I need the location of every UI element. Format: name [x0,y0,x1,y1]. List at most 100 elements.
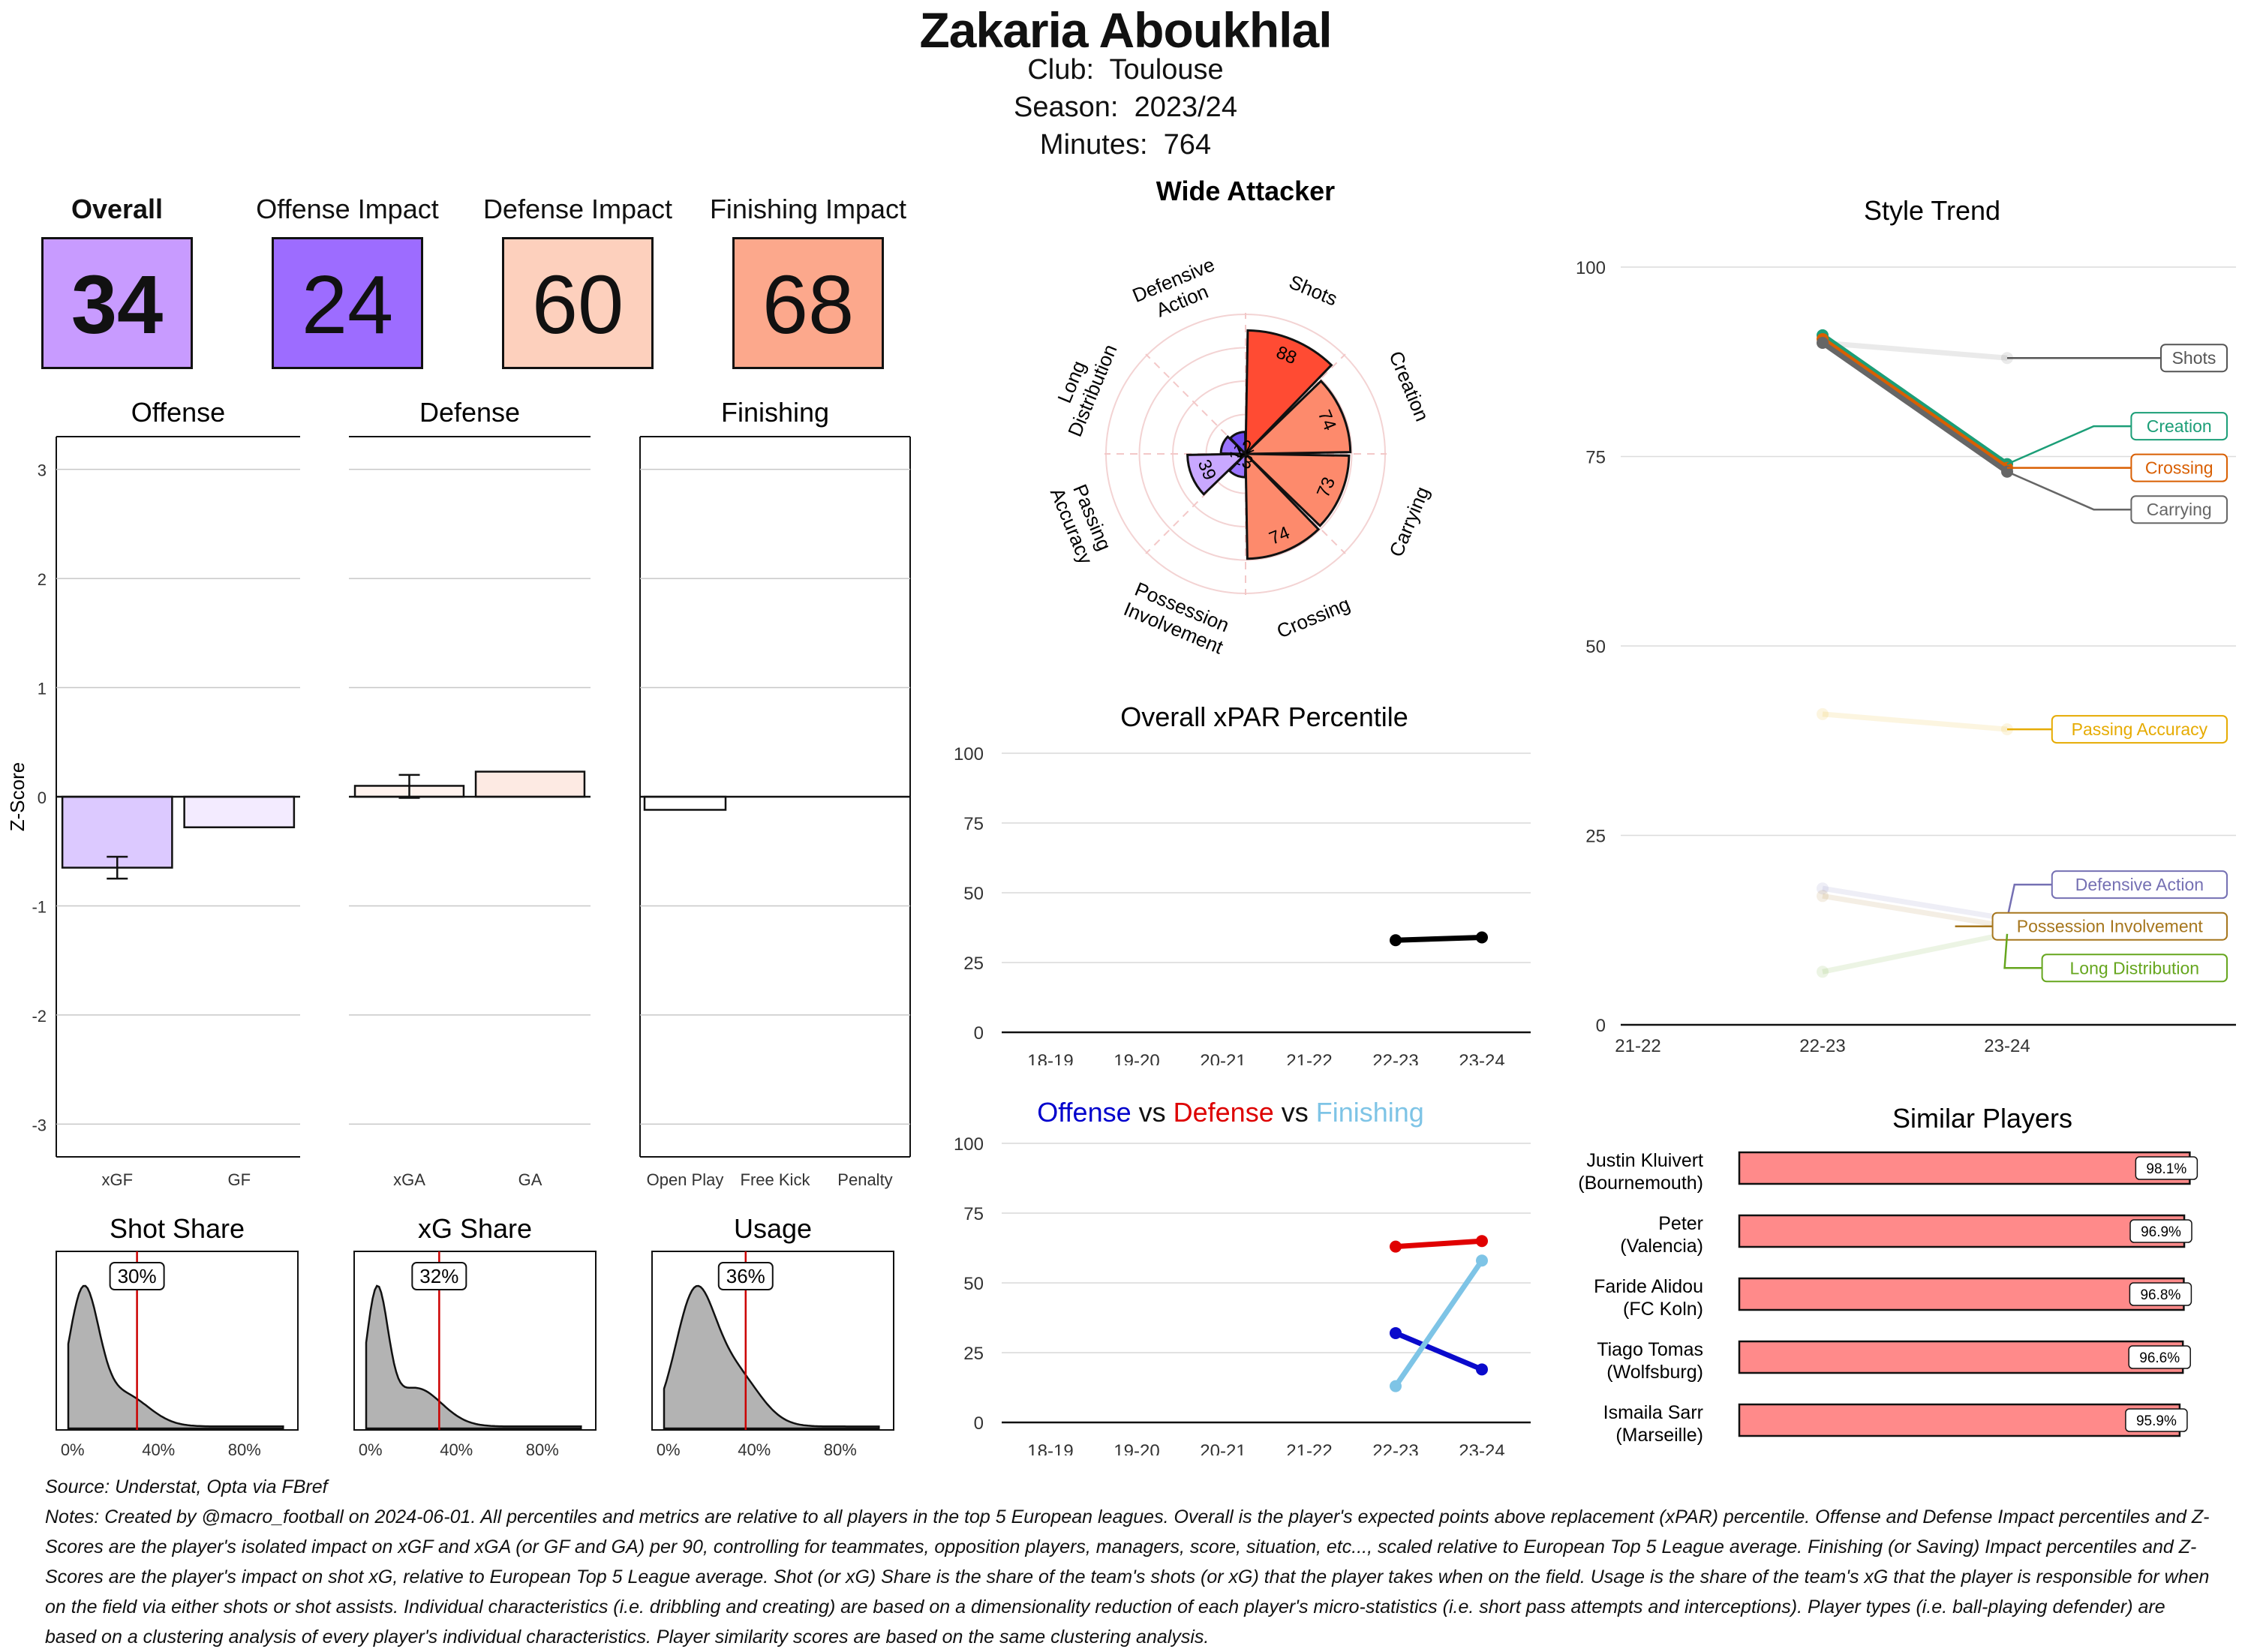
similar-player-label: (Valencia) [1620,1236,1703,1257]
radar-wedge-defensive-action [1228,431,1247,457]
style-label-leader [2006,470,2132,511]
density-x-tick: 80% [526,1440,559,1459]
radar-wedge-passing-accuracy [1186,452,1249,496]
season-line: Season: 2023/24 [0,92,2251,124]
ovd-title-part: Defense [1166,1097,1274,1128]
radar-wedge-creation [1243,379,1352,455]
ovd-title-part: vs [1132,1097,1166,1128]
season-label: Season: [1014,92,1119,123]
zscore-bar-gf [183,795,296,828]
zscore-y-tick: 3 [38,461,47,480]
style-trend-chart: Style Trend 0 25 50 75 100 21-22 22-23 23-24 Shot… [1576,195,2236,1056]
style-y-tick: 100 [1576,258,1606,278]
style-series-crossing [1820,337,2009,470]
density-x-tick: 40% [738,1440,771,1459]
style-label-box [2051,715,2228,744]
style-label-box [2130,495,2228,524]
notes-text: Notes: Created by @macro_football on 202… [45,1506,2210,1647]
line-series-defense [1395,1238,1483,1250]
line-x-tick: 23-24 [1459,1051,1504,1065]
line-x-tick: 23-24 [1459,1441,1504,1455]
style-y-tick: 75 [1585,448,1606,468]
similar-bar [1738,1340,2184,1374]
style-label-leader [2003,933,2042,969]
offense-impact-label: Offense Impact [256,194,439,224]
similar-player-label: (FC Koln) [1623,1299,1703,1320]
line-series-finishing [1393,1259,1484,1388]
line-x-tick: 20-21 [1200,1441,1246,1455]
style-label: Carrying [2147,500,2212,519]
xpar-percentile-chart: Overall xPAR Percentile 0 25 50 75 100 18-19 19… [954,701,1531,1065]
line-x-tick: 18-19 [1027,1441,1073,1455]
offense-impact-box: 24 [272,237,423,369]
zscore-x-tick: Penalty [837,1170,892,1189]
line-point-defense [1390,1240,1402,1253]
radar-category-label: Creation [1384,348,1433,425]
density-x-tick: 0% [61,1440,85,1459]
style-label: Creation [2147,416,2212,436]
similar-score-box [2129,1282,2192,1306]
ovd-title-part: Finishing [1309,1097,1424,1128]
style-label-box [2130,453,2228,482]
similar-player-label: Faride Alidou [1594,1276,1703,1297]
line-point-overall [1390,934,1402,947]
style-series-carrying [1820,341,2009,474]
similar-bar [1738,1277,2185,1311]
zscore-panel-title: Finishing [721,397,829,428]
line-x-tick: 22-23 [1372,1441,1418,1455]
zscore-panel-title: Offense [131,397,225,428]
radar-grid-spoke [1245,353,1346,455]
line-y-tick: 0 [974,1023,984,1044]
line-x-tick: 18-19 [1027,1051,1073,1065]
zscore-y-tick: -1 [32,897,47,916]
radar-title: Wide Attacker [1156,176,1335,206]
style-y-tick: 50 [1585,637,1606,657]
style-point [1817,882,1829,895]
line-y-tick: 75 [963,814,984,834]
radar-category-label: PassingAccuracy [1046,476,1118,567]
density-x-tick: 0% [657,1440,681,1459]
zscore-y-tick: 1 [38,680,47,698]
style-x-tick: 21-22 [1615,1036,1660,1056]
density-x-tick: 40% [142,1440,175,1459]
similar-player-label: Tiago Tomas [1597,1339,1703,1360]
style-y-tick: 0 [1596,1016,1606,1036]
style-x-tick: 22-23 [1799,1036,1845,1056]
zscore-x-tick: Open Play [647,1170,724,1189]
line-x-tick: 21-22 [1286,1441,1332,1455]
similar-player-label: (Bournemouth) [1578,1173,1703,1194]
density-panel-frame [56,1251,299,1431]
density-panel-title: xG Share [418,1213,532,1244]
line-x-tick: 19-20 [1113,1441,1159,1455]
line-x-tick: 22-23 [1372,1051,1418,1065]
season-value: 2023/24 [1134,92,1237,123]
density-value-label: 30% [118,1265,157,1287]
line-y-tick: 25 [963,954,984,974]
density-curve [663,1284,880,1430]
share-density-chart: Shot Share 30% 0% 40% 80% xG Share 32% 0% 40% 80%… [56,1213,894,1459]
style-label-box [2051,870,2228,900]
style-series-defensive-action [1822,885,2008,922]
line-y-tick: 0 [974,1413,984,1434]
density-label-box [109,1262,165,1290]
similar-score-box [2128,1345,2191,1369]
similar-score-label: 96.8% [2140,1287,2180,1303]
style-label-box [1991,912,2228,941]
density-value-label: 32% [419,1265,458,1287]
line-point-finishing [1390,1380,1402,1392]
zscore-x-tick: GA [518,1170,542,1189]
style-series-passing-accuracy [1822,711,2008,732]
minutes-value: 764 [1163,129,1212,161]
density-panel-frame [651,1251,894,1431]
line-y-tick: 50 [963,1274,984,1294]
radar-grid-spoke [1145,353,1246,455]
similar-title: Similar Players [1892,1103,2072,1134]
line-y-tick: 100 [954,744,984,764]
ovd-title-part: vs [1274,1097,1309,1128]
club-value: Toulouse [1109,54,1224,86]
radar-wedge-shots [1244,329,1333,457]
club-label: Club: [1027,54,1095,86]
style-title: Style Trend [1864,195,2000,226]
overall-box: 34 [41,237,193,369]
similar-player-label: Ismaila Sarr [1603,1402,1703,1423]
